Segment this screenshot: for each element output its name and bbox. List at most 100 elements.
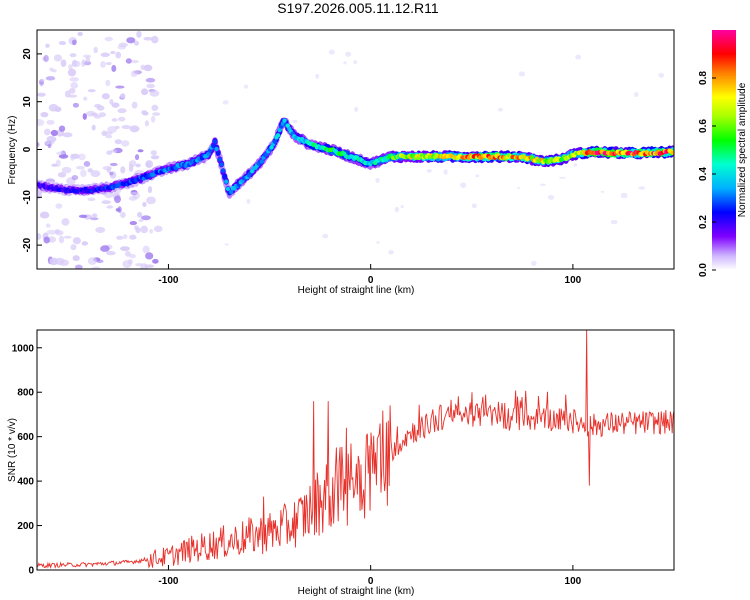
- ridge-cell: [211, 144, 216, 149]
- noise-blob: [80, 169, 87, 178]
- top-y-tick-label: 20: [22, 48, 33, 60]
- noise-blob: [400, 204, 404, 209]
- noise-blob: [141, 215, 151, 221]
- ridge-cell: [228, 189, 234, 195]
- noise-blob: [58, 235, 65, 244]
- bottom-y-tick-label: 400: [17, 477, 34, 488]
- noise-blob: [130, 191, 139, 195]
- noise-blob: [115, 85, 125, 89]
- bottom-y-tick-label: 600: [17, 432, 34, 443]
- noise-blob: [120, 246, 130, 252]
- noise-blob: [114, 139, 122, 145]
- noise-blob: [149, 90, 160, 97]
- ridge-cell: [217, 157, 223, 162]
- noise-blob: [137, 149, 144, 153]
- noise-blob: [243, 84, 249, 89]
- colorbar-tick-label: 0.8: [698, 71, 709, 85]
- ridge-cell: [219, 162, 224, 167]
- noise-blob: [135, 163, 141, 168]
- noise-blob: [45, 76, 56, 81]
- ridge-cell: [222, 174, 227, 179]
- noise-blob: [68, 64, 73, 70]
- noise-blob: [90, 217, 99, 221]
- noise-blob: [123, 234, 128, 240]
- noise-blob: [72, 237, 81, 245]
- noise-blob: [121, 140, 130, 147]
- noise-blob: [144, 120, 150, 127]
- noise-blob: [658, 72, 665, 78]
- noise-blob: [146, 196, 156, 205]
- noise-blob: [575, 54, 582, 60]
- noise-blob: [98, 112, 107, 118]
- noise-blob: [85, 110, 96, 117]
- noise-blob: [40, 112, 49, 118]
- noise-blob: [78, 214, 88, 218]
- noise-blob: [246, 198, 251, 204]
- noise-blob: [122, 260, 132, 269]
- noise-blob: [315, 73, 319, 79]
- noise-blob: [106, 150, 113, 155]
- noise-blob: [57, 172, 67, 178]
- bottom-y-axis-label: SNR (10 * v/v): [7, 418, 18, 482]
- noise-blob: [151, 35, 159, 44]
- noise-blob: [101, 200, 112, 204]
- noise-blob: [224, 243, 229, 246]
- noise-blob: [128, 196, 138, 201]
- noise-blob: [138, 218, 144, 223]
- noise-blob: [90, 170, 101, 178]
- noise-blob: [87, 257, 98, 265]
- noise-blob: [144, 64, 152, 70]
- ridge-cell: [269, 145, 274, 150]
- noise-blob: [115, 208, 121, 212]
- noise-blob: [353, 60, 358, 64]
- noise-blob: [100, 60, 106, 68]
- noise-blob: [129, 234, 137, 240]
- noise-blob: [82, 54, 92, 58]
- top-x-tick-label: -100: [158, 275, 178, 286]
- noise-blob: [83, 96, 88, 101]
- noise-blob: [96, 105, 105, 111]
- noise-blob: [50, 129, 58, 137]
- noise-blob: [106, 166, 112, 173]
- noise-blob: [354, 106, 359, 112]
- noise-blob: [72, 102, 79, 108]
- noise-blob: [140, 225, 149, 234]
- noise-blob: [43, 128, 51, 136]
- noise-blob: [150, 115, 156, 123]
- noise-blob: [53, 54, 63, 62]
- noise-blob: [91, 124, 96, 131]
- noise-blob: [101, 93, 110, 100]
- noise-blob: [133, 40, 140, 46]
- top-y-tick-label: 10: [22, 96, 33, 108]
- noise-blob: [75, 264, 83, 269]
- noise-blob: [146, 83, 156, 89]
- noise-blob: [558, 176, 566, 179]
- noise-blob: [145, 252, 154, 260]
- noise-blob: [56, 151, 64, 156]
- noise-blob: [115, 51, 122, 59]
- noise-blob: [67, 68, 77, 77]
- noise-blob: [37, 92, 46, 97]
- noise-blob: [91, 213, 98, 218]
- noise-blob: [87, 197, 96, 202]
- noise-blob: [142, 111, 149, 116]
- top-y-tick-label: -10: [22, 190, 33, 205]
- noise-blob: [55, 230, 64, 236]
- noise-blob: [150, 155, 160, 160]
- ridge-cell: [214, 146, 219, 152]
- bottom-x-tick-label: 0: [368, 576, 374, 587]
- noise-blob: [105, 134, 113, 139]
- ridge-cell: [670, 150, 674, 156]
- noise-blob: [100, 245, 110, 252]
- noise-blob: [150, 150, 157, 156]
- ridge-cell: [220, 168, 226, 173]
- noise-blob: [322, 233, 329, 239]
- noise-blob: [471, 203, 477, 209]
- noise-blob: [126, 37, 136, 44]
- snr-series-line: [37, 330, 674, 569]
- noise-blob: [43, 236, 50, 244]
- noise-blob: [517, 186, 521, 190]
- noise-blob: [620, 192, 628, 199]
- noise-blob: [135, 227, 141, 234]
- noise-blob: [67, 94, 78, 98]
